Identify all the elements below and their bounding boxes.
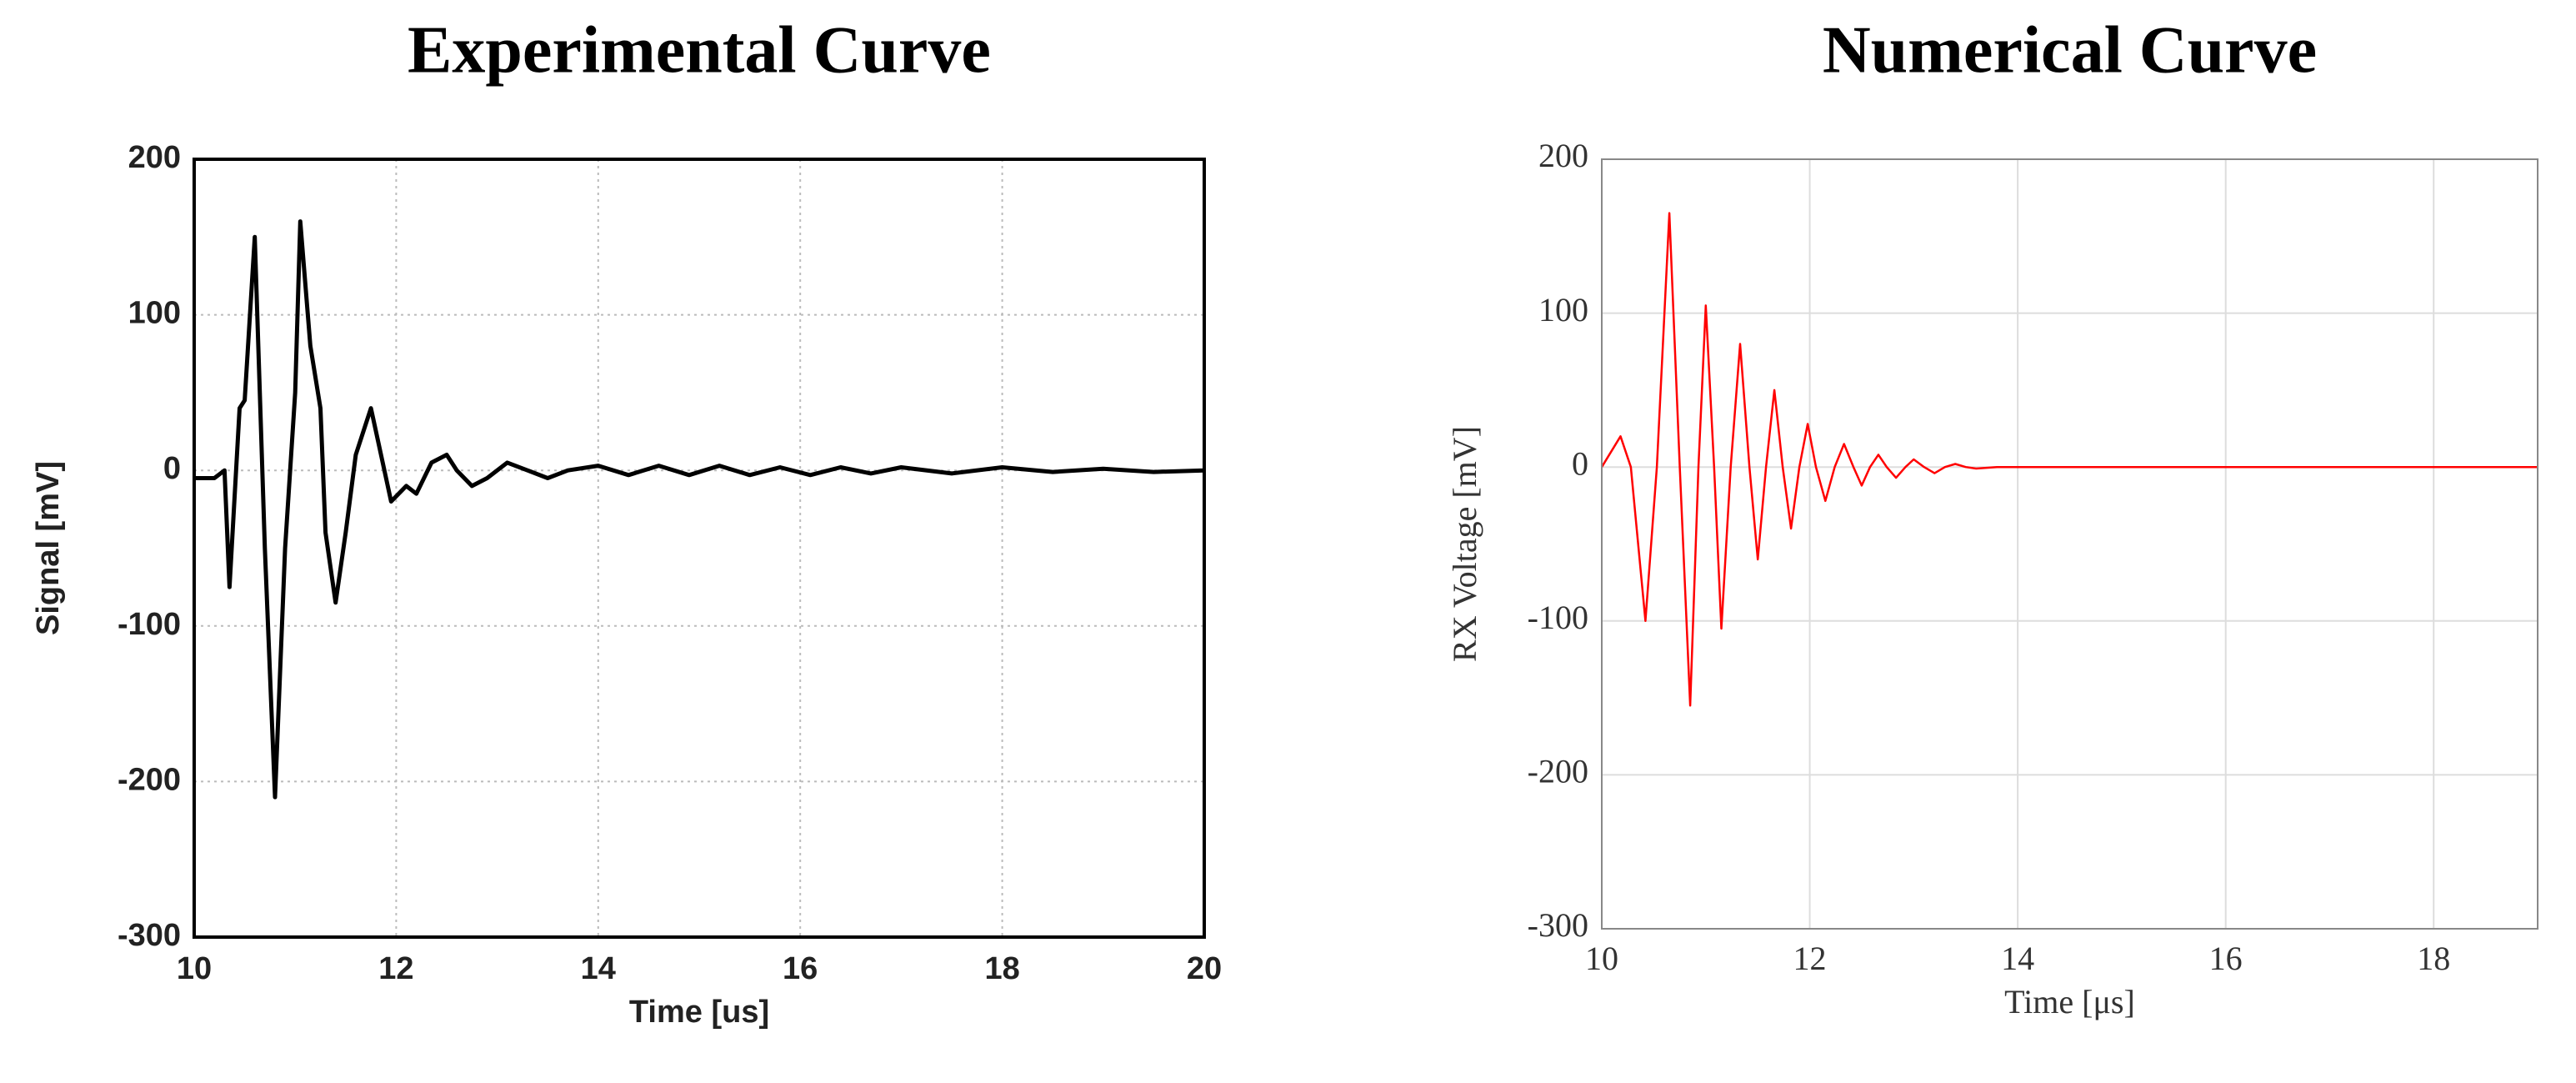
y-tick-label: 100: [1538, 291, 1588, 328]
plot-frame: [1601, 158, 2538, 930]
x-axis-label: Time [us]: [629, 995, 769, 1030]
chart: Numerical Curve -300 -200 -100 0 100 200 10 12 14…: [1446, 13, 2538, 1020]
y-tick-label: 200: [128, 140, 181, 175]
plot-frame: [193, 158, 1206, 939]
data-line: [194, 219, 1205, 800]
y-tick-label: 200: [1538, 137, 1588, 174]
x-tick-label: 12: [1793, 940, 1827, 977]
x-tick-label: 14: [2001, 940, 2034, 977]
chart: Experimental Curve -300 -200 -100 0 100 200 10 1…: [31, 13, 1222, 1030]
y-tick-label: -200: [118, 762, 181, 797]
x-tick-label: 16: [783, 951, 818, 986]
x-axis-label: Time [μs]: [2004, 983, 2135, 1020]
y-tick-label: -200: [1528, 753, 1588, 790]
x-tick-label: 20: [1187, 951, 1222, 986]
y-axis-label: Signal [mV]: [31, 461, 66, 635]
x-tick-label: 10: [1585, 940, 1618, 977]
y-tick-label: -100: [118, 607, 181, 642]
y-tick-label: 0: [1572, 444, 1588, 482]
x-tick-label: 16: [2209, 940, 2243, 977]
y-tick-label: 100: [128, 296, 181, 331]
x-tick-label: 10: [177, 951, 212, 986]
x-tick-label: 14: [581, 951, 616, 986]
y-tick-label: -100: [1528, 599, 1588, 636]
chart-title: Experimental Curve: [408, 13, 991, 87]
x-tick-label: 12: [378, 951, 413, 986]
y-axis-label: RX Voltage [mV]: [1446, 426, 1483, 662]
x-tick-label: 18: [984, 951, 1019, 986]
chart-title: Numerical Curve: [1823, 13, 2317, 87]
data-line: [1600, 212, 2538, 707]
y-tick-label: -300: [118, 918, 181, 953]
y-tick-label: -300: [1528, 906, 1588, 944]
x-tick-label: 18: [2417, 940, 2450, 977]
y-tick-label: 0: [163, 451, 181, 486]
